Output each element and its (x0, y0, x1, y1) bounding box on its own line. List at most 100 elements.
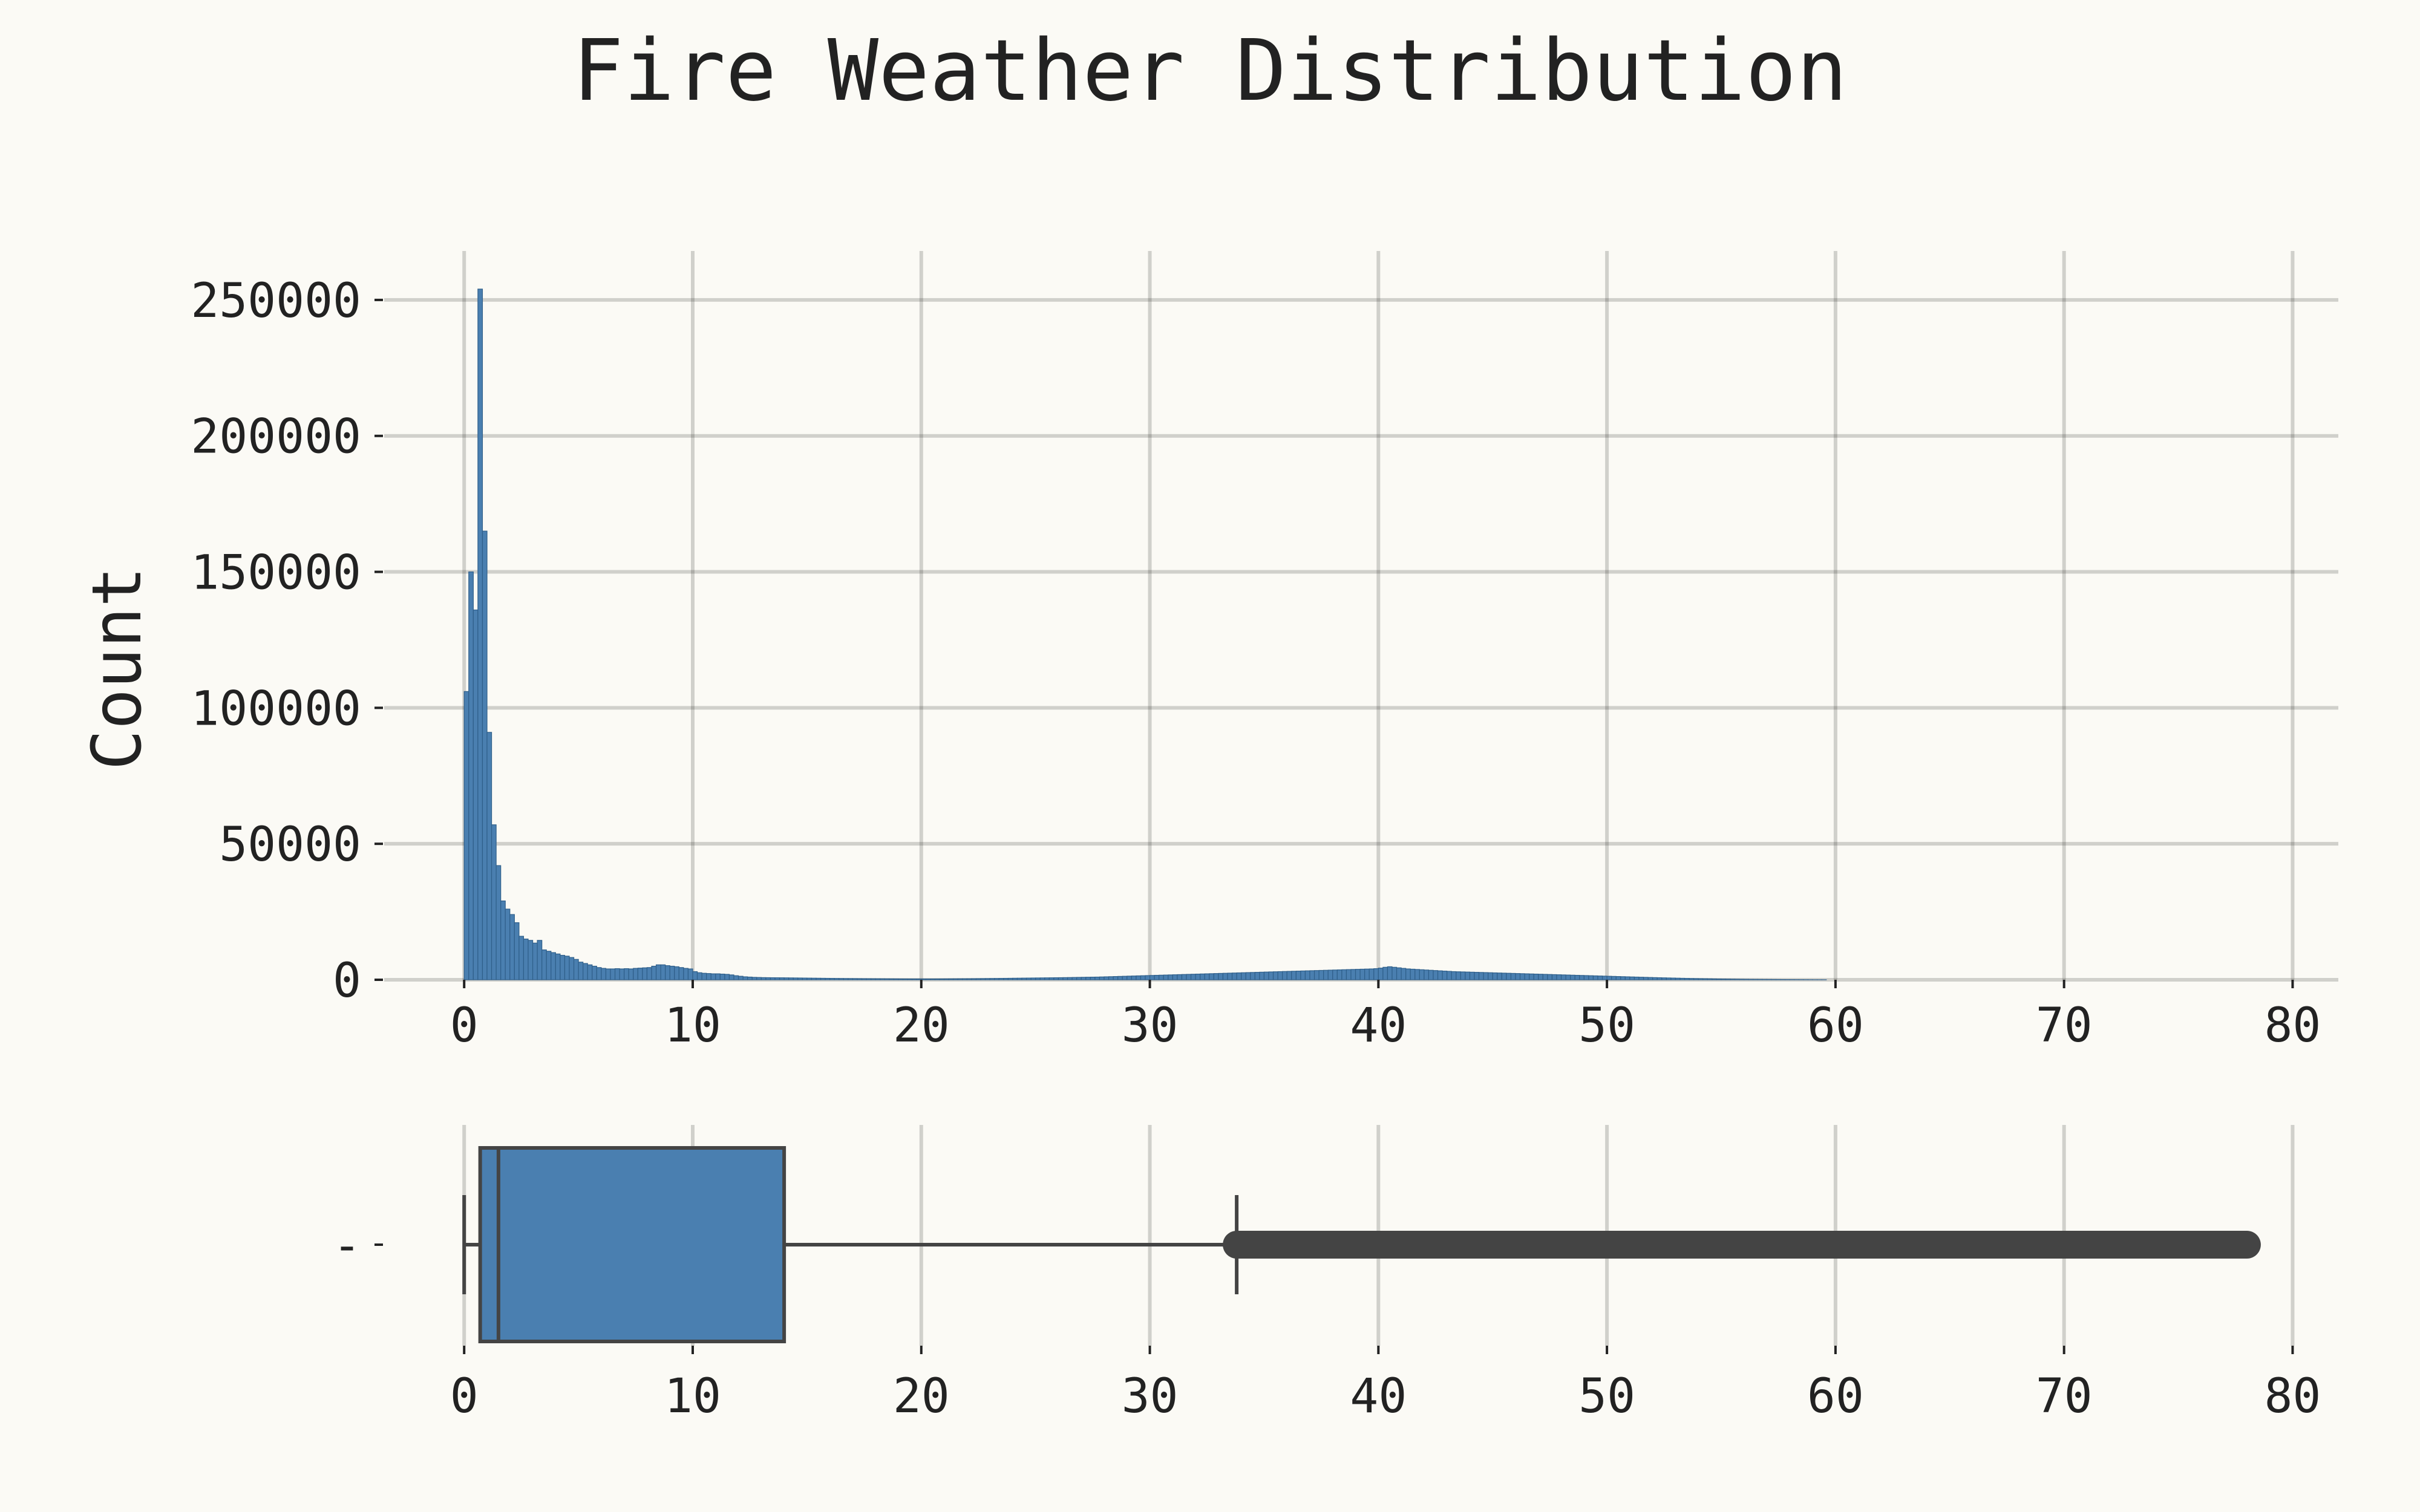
histogram-bar (633, 968, 638, 980)
histogram-bar (1268, 971, 1274, 980)
histogram-bar (669, 965, 675, 980)
histogram-bar (1488, 972, 1493, 980)
histogram-bar (797, 977, 803, 980)
histogram-bar (1181, 974, 1187, 980)
histogram-bar (605, 968, 611, 980)
histogram-bar (1067, 977, 1073, 980)
histogram-bar (1643, 977, 1649, 980)
histogram-bar (1424, 969, 1430, 980)
histogram-bars (463, 288, 1827, 980)
histogram-bar (1355, 969, 1361, 980)
histogram-bar (1469, 971, 1475, 980)
histogram-bar (696, 972, 702, 980)
histogram-bar (1744, 979, 1749, 980)
histogram-bar (1538, 974, 1543, 980)
histogram-bar (1451, 971, 1457, 980)
histogram-bar (486, 732, 492, 980)
boxplot-y-ticks: - (333, 1219, 383, 1273)
histogram-bar (564, 956, 570, 980)
histogram-bar (1679, 977, 1686, 980)
histogram-bar (1295, 971, 1301, 980)
histogram-bar (1062, 977, 1068, 980)
histogram-bar (1634, 976, 1640, 980)
histogram-bar (861, 978, 867, 980)
histogram-bar (998, 978, 1004, 980)
histogram-bar (893, 978, 899, 980)
histogram-bar (1149, 975, 1155, 980)
histogram-bar (1323, 969, 1329, 980)
histogram-bar (1410, 968, 1416, 980)
histogram-bar (1044, 977, 1050, 980)
histogram-bar (1465, 971, 1471, 980)
histogram-bar (1551, 974, 1557, 980)
histogram-bar (1113, 976, 1119, 980)
histogram-bar (737, 976, 744, 980)
histogram-bar (943, 978, 949, 980)
histogram-bar (1012, 977, 1018, 980)
histogram-bar (1136, 975, 1142, 980)
histogram-bar (984, 978, 990, 980)
histogram-bar (1611, 976, 1617, 980)
histogram-bar (1684, 978, 1690, 980)
histogram-bar (1716, 979, 1722, 980)
histogram-bar (1721, 979, 1727, 980)
histogram-bar (1076, 977, 1082, 980)
histogram-bar (871, 978, 876, 980)
histogram-bar (1369, 968, 1375, 980)
histogram-bar (1597, 976, 1603, 980)
histogram-bar (687, 968, 693, 980)
histogram-bar (1094, 976, 1100, 980)
histogram-bar (1419, 969, 1425, 980)
histogram-bar (880, 978, 885, 980)
hist-y-tick-label: 150000 (191, 546, 361, 601)
hist-x-tick-label: 20 (893, 999, 950, 1053)
histogram-bar (614, 968, 620, 980)
histogram-bar (1735, 979, 1740, 980)
histogram-bar (1579, 975, 1584, 980)
histogram-bar (1497, 973, 1502, 980)
histogram-bar (1218, 973, 1224, 980)
histogram-bar (610, 968, 616, 980)
histogram-bar (1456, 971, 1461, 980)
histogram-bar (482, 530, 488, 980)
histogram-bar (843, 978, 849, 980)
histogram-bar (1081, 977, 1087, 980)
hist-y-tick-label: 50000 (219, 818, 361, 872)
histogram-bar (583, 963, 588, 980)
histogram-bar (1090, 976, 1096, 980)
histogram-bar (1025, 977, 1032, 980)
histogram-bar (710, 973, 716, 980)
histogram-bar (889, 978, 895, 980)
histogram-bar (875, 978, 881, 980)
histogram-bar (646, 967, 652, 980)
histogram-bar (624, 968, 629, 980)
box-x-tick-label: 0 (450, 1369, 479, 1424)
histogram-bar (1241, 972, 1246, 980)
histogram-bar (1263, 971, 1269, 980)
histogram-bar (573, 959, 579, 980)
histogram-grid (384, 251, 2338, 982)
histogram-bar (783, 977, 790, 980)
box-iqr (478, 1146, 786, 1343)
histogram-bar (770, 977, 776, 980)
histogram-bar (816, 977, 822, 980)
histogram-bar (980, 978, 986, 980)
histogram-bar (1556, 974, 1562, 980)
histogram-bar (500, 901, 506, 980)
histogram-bar (994, 978, 999, 980)
histogram-bar (1647, 977, 1653, 980)
histogram-bar (724, 974, 730, 980)
histogram-y-ticks: 0 50000 100000 150000 200000 250000 (191, 274, 383, 1008)
histogram-bar (1624, 976, 1630, 980)
histogram-bar (1304, 970, 1310, 980)
histogram-bar (1592, 975, 1598, 980)
histogram-bar (1071, 977, 1078, 980)
histogram-bar (1313, 970, 1320, 980)
histogram-bar (1698, 978, 1704, 980)
boxplot-x-ticks: 0 10 20 30 40 50 60 70 80 (450, 1346, 2321, 1424)
histogram-bar (509, 914, 515, 980)
histogram-bar (1574, 974, 1580, 980)
histogram-bar (1378, 968, 1384, 980)
hist-x-tick-label: 80 (2264, 999, 2321, 1053)
box-y-tick-label: - (333, 1219, 361, 1273)
